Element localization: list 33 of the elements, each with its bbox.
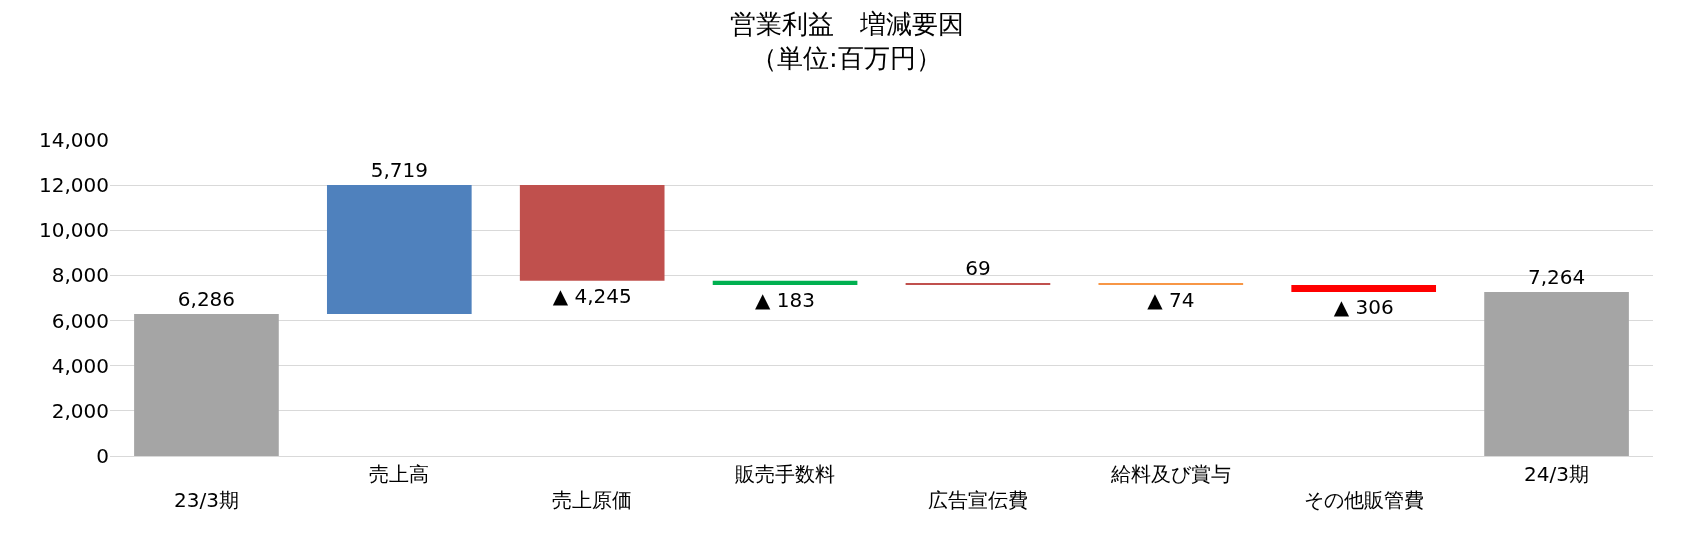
- y-tick-label: 8,000: [51, 263, 109, 288]
- x-tick-label: 販売手数料: [735, 462, 836, 486]
- bar: [326, 185, 472, 315]
- y-tick-label: 0: [96, 444, 109, 468]
- data-label: ▲ 306: [1333, 295, 1394, 319]
- data-label: 7,264: [1527, 265, 1586, 290]
- bar: [712, 280, 858, 285]
- x-tick-label: 売上原価: [552, 488, 633, 512]
- y-tick-label: 6,000: [51, 308, 109, 333]
- y-tick-label: 12,000: [39, 173, 109, 198]
- x-tick-label: 売上高: [369, 462, 430, 486]
- data-label: ▲ 183: [755, 287, 816, 312]
- data-label: 5,719: [370, 158, 428, 183]
- x-tick-label: 広告宣伝費: [927, 488, 1028, 512]
- bar: [1291, 285, 1437, 292]
- y-tick-label: 10,000: [39, 218, 109, 243]
- data-label: 6,286: [177, 287, 236, 312]
- bar: [134, 314, 279, 456]
- data-label: ▲ 4,245: [552, 283, 632, 308]
- bar: [1098, 283, 1244, 286]
- x-tick-label: 23/3期: [173, 488, 239, 512]
- data-label: 69: [965, 256, 991, 280]
- bar: [1484, 292, 1629, 456]
- x-tick-label: その他販管費: [1303, 488, 1424, 512]
- x-tick-label: 給料及び賞与: [1109, 462, 1231, 486]
- y-tick-label: 2,000: [51, 398, 109, 423]
- chart-title: 営業利益 増減要因: [729, 9, 964, 40]
- y-tick-label: 4,000: [51, 353, 109, 378]
- x-tick-label: 24/3期: [1524, 462, 1590, 486]
- bar: [519, 185, 665, 281]
- chart-subtitle: （単位:百万円）: [751, 42, 942, 73]
- y-tick-label: 14,000: [39, 128, 109, 152]
- data-label: ▲ 74: [1147, 288, 1195, 313]
